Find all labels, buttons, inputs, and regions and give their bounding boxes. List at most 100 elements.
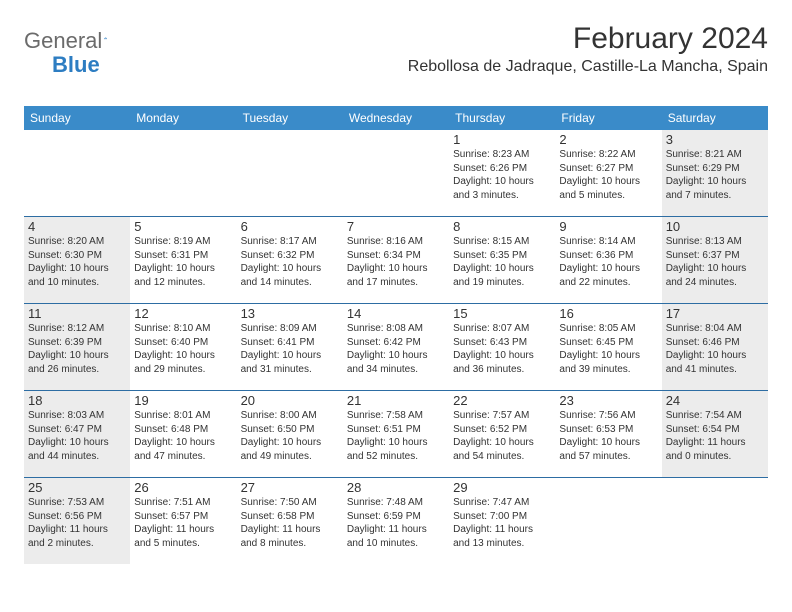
daylight-text: Daylight: 10 hours and 34 minutes. xyxy=(347,349,445,376)
day-info: Sunrise: 8:19 AMSunset: 6:31 PMDaylight:… xyxy=(134,235,232,289)
daylight-text: Daylight: 10 hours and 54 minutes. xyxy=(453,436,551,463)
day-cell: 19Sunrise: 8:01 AMSunset: 6:48 PMDayligh… xyxy=(130,391,236,477)
daylight-text: Daylight: 10 hours and 26 minutes. xyxy=(28,349,126,376)
day-cell: 13Sunrise: 8:09 AMSunset: 6:41 PMDayligh… xyxy=(237,304,343,390)
sunset-text: Sunset: 6:45 PM xyxy=(559,336,657,350)
daylight-text: Daylight: 10 hours and 22 minutes. xyxy=(559,262,657,289)
day-info: Sunrise: 7:57 AMSunset: 6:52 PMDaylight:… xyxy=(453,409,551,463)
sunrise-text: Sunrise: 8:13 AM xyxy=(666,235,764,249)
day-number: 26 xyxy=(134,480,232,495)
day-header: Monday xyxy=(130,106,236,130)
logo: General xyxy=(24,28,122,54)
sunset-text: Sunset: 6:41 PM xyxy=(241,336,339,350)
day-cell: 28Sunrise: 7:48 AMSunset: 6:59 PMDayligh… xyxy=(343,478,449,564)
day-info: Sunrise: 8:14 AMSunset: 6:36 PMDaylight:… xyxy=(559,235,657,289)
daylight-text: Daylight: 10 hours and 3 minutes. xyxy=(453,175,551,202)
day-info: Sunrise: 8:10 AMSunset: 6:40 PMDaylight:… xyxy=(134,322,232,376)
daylight-text: Daylight: 11 hours and 8 minutes. xyxy=(241,523,339,550)
sunrise-text: Sunrise: 8:10 AM xyxy=(134,322,232,336)
logo-text-2: Blue xyxy=(52,52,100,77)
daylight-text: Daylight: 10 hours and 41 minutes. xyxy=(666,349,764,376)
day-number: 1 xyxy=(453,132,551,147)
sunset-text: Sunset: 6:53 PM xyxy=(559,423,657,437)
day-cell: 26Sunrise: 7:51 AMSunset: 6:57 PMDayligh… xyxy=(130,478,236,564)
day-cell: 9Sunrise: 8:14 AMSunset: 6:36 PMDaylight… xyxy=(555,217,661,303)
day-info: Sunrise: 7:54 AMSunset: 6:54 PMDaylight:… xyxy=(666,409,764,463)
day-number: 21 xyxy=(347,393,445,408)
day-cell xyxy=(24,130,130,216)
day-number: 4 xyxy=(28,219,126,234)
sunrise-text: Sunrise: 7:54 AM xyxy=(666,409,764,423)
day-cell: 5Sunrise: 8:19 AMSunset: 6:31 PMDaylight… xyxy=(130,217,236,303)
daylight-text: Daylight: 11 hours and 10 minutes. xyxy=(347,523,445,550)
sunrise-text: Sunrise: 7:56 AM xyxy=(559,409,657,423)
title-block: February 2024 Rebollosa de Jadraque, Cas… xyxy=(408,22,768,76)
logo-blue-row: Blue xyxy=(24,52,100,78)
day-cell xyxy=(343,130,449,216)
daylight-text: Daylight: 10 hours and 12 minutes. xyxy=(134,262,232,289)
day-cell: 10Sunrise: 8:13 AMSunset: 6:37 PMDayligh… xyxy=(662,217,768,303)
sunset-text: Sunset: 6:31 PM xyxy=(134,249,232,263)
sunrise-text: Sunrise: 7:47 AM xyxy=(453,496,551,510)
sunset-text: Sunset: 6:57 PM xyxy=(134,510,232,524)
day-info: Sunrise: 8:20 AMSunset: 6:30 PMDaylight:… xyxy=(28,235,126,289)
day-cell: 11Sunrise: 8:12 AMSunset: 6:39 PMDayligh… xyxy=(24,304,130,390)
day-cell: 3Sunrise: 8:21 AMSunset: 6:29 PMDaylight… xyxy=(662,130,768,216)
day-info: Sunrise: 8:09 AMSunset: 6:41 PMDaylight:… xyxy=(241,322,339,376)
day-info: Sunrise: 8:01 AMSunset: 6:48 PMDaylight:… xyxy=(134,409,232,463)
day-info: Sunrise: 7:58 AMSunset: 6:51 PMDaylight:… xyxy=(347,409,445,463)
day-cell: 4Sunrise: 8:20 AMSunset: 6:30 PMDaylight… xyxy=(24,217,130,303)
sunrise-text: Sunrise: 8:03 AM xyxy=(28,409,126,423)
sunset-text: Sunset: 6:51 PM xyxy=(347,423,445,437)
day-number: 27 xyxy=(241,480,339,495)
day-info: Sunrise: 7:48 AMSunset: 6:59 PMDaylight:… xyxy=(347,496,445,550)
day-cell: 25Sunrise: 7:53 AMSunset: 6:56 PMDayligh… xyxy=(24,478,130,564)
day-number: 2 xyxy=(559,132,657,147)
day-number: 15 xyxy=(453,306,551,321)
day-cell: 23Sunrise: 7:56 AMSunset: 6:53 PMDayligh… xyxy=(555,391,661,477)
day-info: Sunrise: 8:00 AMSunset: 6:50 PMDaylight:… xyxy=(241,409,339,463)
sunset-text: Sunset: 6:47 PM xyxy=(28,423,126,437)
sunset-text: Sunset: 7:00 PM xyxy=(453,510,551,524)
daylight-text: Daylight: 11 hours and 5 minutes. xyxy=(134,523,232,550)
sunrise-text: Sunrise: 8:12 AM xyxy=(28,322,126,336)
sunrise-text: Sunrise: 7:51 AM xyxy=(134,496,232,510)
day-cell: 22Sunrise: 7:57 AMSunset: 6:52 PMDayligh… xyxy=(449,391,555,477)
daylight-text: Daylight: 11 hours and 0 minutes. xyxy=(666,436,764,463)
sunset-text: Sunset: 6:32 PM xyxy=(241,249,339,263)
daylight-text: Daylight: 10 hours and 14 minutes. xyxy=(241,262,339,289)
sunrise-text: Sunrise: 8:09 AM xyxy=(241,322,339,336)
day-number: 3 xyxy=(666,132,764,147)
day-header: Sunday xyxy=(24,106,130,130)
day-cell xyxy=(662,478,768,564)
day-info: Sunrise: 8:22 AMSunset: 6:27 PMDaylight:… xyxy=(559,148,657,202)
day-number: 16 xyxy=(559,306,657,321)
day-number: 20 xyxy=(241,393,339,408)
sunset-text: Sunset: 6:35 PM xyxy=(453,249,551,263)
sunrise-text: Sunrise: 7:48 AM xyxy=(347,496,445,510)
daylight-text: Daylight: 10 hours and 36 minutes. xyxy=(453,349,551,376)
sunset-text: Sunset: 6:34 PM xyxy=(347,249,445,263)
sunset-text: Sunset: 6:26 PM xyxy=(453,162,551,176)
sunset-text: Sunset: 6:54 PM xyxy=(666,423,764,437)
day-cell: 1Sunrise: 8:23 AMSunset: 6:26 PMDaylight… xyxy=(449,130,555,216)
calendar: Sunday Monday Tuesday Wednesday Thursday… xyxy=(24,106,768,564)
sunrise-text: Sunrise: 8:23 AM xyxy=(453,148,551,162)
sunset-text: Sunset: 6:37 PM xyxy=(666,249,764,263)
day-number: 8 xyxy=(453,219,551,234)
sunrise-text: Sunrise: 8:21 AM xyxy=(666,148,764,162)
sunrise-text: Sunrise: 8:16 AM xyxy=(347,235,445,249)
day-cell: 14Sunrise: 8:08 AMSunset: 6:42 PMDayligh… xyxy=(343,304,449,390)
sunrise-text: Sunrise: 8:17 AM xyxy=(241,235,339,249)
day-cell xyxy=(237,130,343,216)
day-cell: 15Sunrise: 8:07 AMSunset: 6:43 PMDayligh… xyxy=(449,304,555,390)
day-info: Sunrise: 8:07 AMSunset: 6:43 PMDaylight:… xyxy=(453,322,551,376)
day-info: Sunrise: 8:21 AMSunset: 6:29 PMDaylight:… xyxy=(666,148,764,202)
day-number: 18 xyxy=(28,393,126,408)
sunrise-text: Sunrise: 8:20 AM xyxy=(28,235,126,249)
day-info: Sunrise: 7:56 AMSunset: 6:53 PMDaylight:… xyxy=(559,409,657,463)
logo-sail-icon xyxy=(104,31,107,45)
day-number: 24 xyxy=(666,393,764,408)
logo-text-1: General xyxy=(24,28,102,54)
daylight-text: Daylight: 10 hours and 31 minutes. xyxy=(241,349,339,376)
